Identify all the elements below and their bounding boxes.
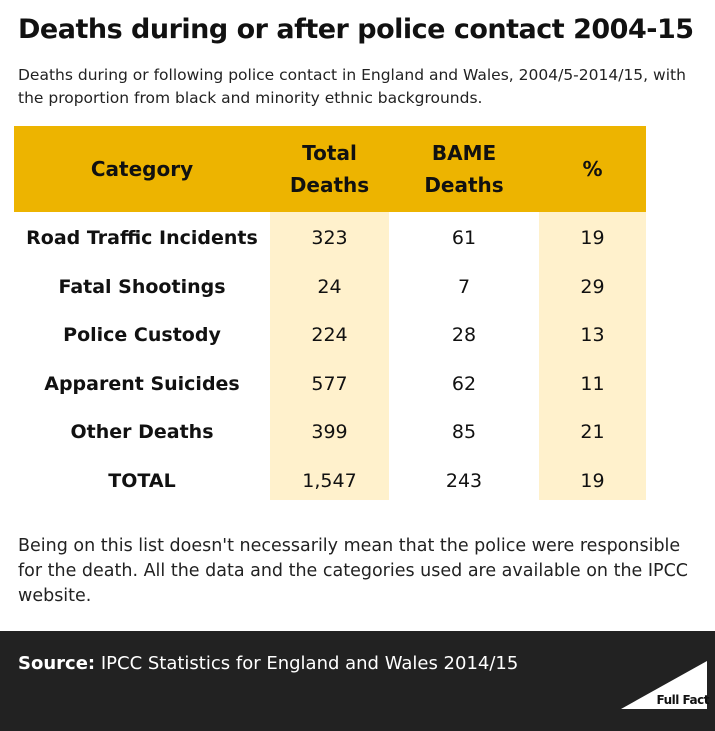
cell-bame-deaths: 7 — [457, 275, 471, 298]
cell-total-deaths: 24 — [317, 275, 342, 298]
cell-total-deaths: 224 — [311, 324, 348, 346]
header-percent: % — [582, 157, 603, 181]
cell-bame-deaths: 62 — [451, 372, 477, 395]
cell-percent: 13 — [580, 324, 605, 346]
subtitle: Deaths during or following police contac… — [18, 66, 686, 107]
source-label: Source: — [18, 653, 96, 674]
total-column-band — [270, 212, 389, 500]
full-fact-logo — [621, 661, 707, 709]
header-bame-deaths: BAME Deaths — [424, 141, 504, 197]
table-row: Other Deaths 399 85 21 — [14, 408, 646, 456]
cell-percent: 11 — [580, 372, 605, 395]
cell-category: Police Custody — [63, 324, 221, 346]
cell-category: Fatal Shootings — [58, 275, 226, 298]
table-row: TOTAL 1,547 243 19 — [14, 457, 646, 505]
footer: Source: IPCC Statistics for England and … — [0, 631, 715, 731]
percent-column-band — [539, 212, 646, 500]
cell-category: Other Deaths — [70, 421, 214, 443]
cell-bame-deaths: 61 — [451, 227, 477, 249]
table-row: Apparent Suicides 577 62 11 — [14, 360, 646, 408]
footnote: Being on this list doesn't necessarily m… — [18, 536, 689, 606]
table-row: Fatal Shootings 24 7 29 — [14, 263, 646, 311]
cell-bame-deaths: 28 — [451, 324, 477, 346]
cell-percent: 29 — [580, 275, 605, 298]
cell-total-deaths: 323 — [311, 227, 348, 249]
header-category: Category — [90, 157, 194, 181]
cell-bame-deaths: 243 — [445, 469, 483, 492]
source: Source: IPCC Statistics for England and … — [18, 653, 518, 674]
cell-percent: 19 — [580, 469, 605, 492]
cell-category: TOTAL — [108, 469, 176, 492]
cell-total-deaths: 399 — [311, 421, 348, 443]
table-row: Road Traffic Incidents 323 61 19 — [14, 214, 646, 262]
cell-category: Apparent Suicides — [44, 372, 240, 395]
logo-text: Full Fact — [656, 693, 710, 707]
page-title: Deaths during or after police contact 20… — [18, 14, 694, 45]
cell-percent: 21 — [580, 421, 605, 443]
data-table: Category Total Deaths BAME Deaths % Road T… — [14, 126, 646, 500]
header-total-deaths: Total Deaths — [289, 141, 370, 197]
table-row: Police Custody 224 28 13 — [14, 311, 646, 359]
cell-percent: 19 — [580, 227, 605, 249]
cell-bame-deaths: 85 — [451, 421, 477, 443]
cell-total-deaths: 577 — [311, 372, 348, 395]
table-header: Category Total Deaths BAME Deaths % — [14, 126, 646, 212]
cell-total-deaths: 1,547 — [302, 469, 357, 492]
cell-category: Road Traffic Incidents — [26, 227, 258, 249]
source-text: IPCC Statistics for England and Wales 20… — [95, 653, 519, 674]
